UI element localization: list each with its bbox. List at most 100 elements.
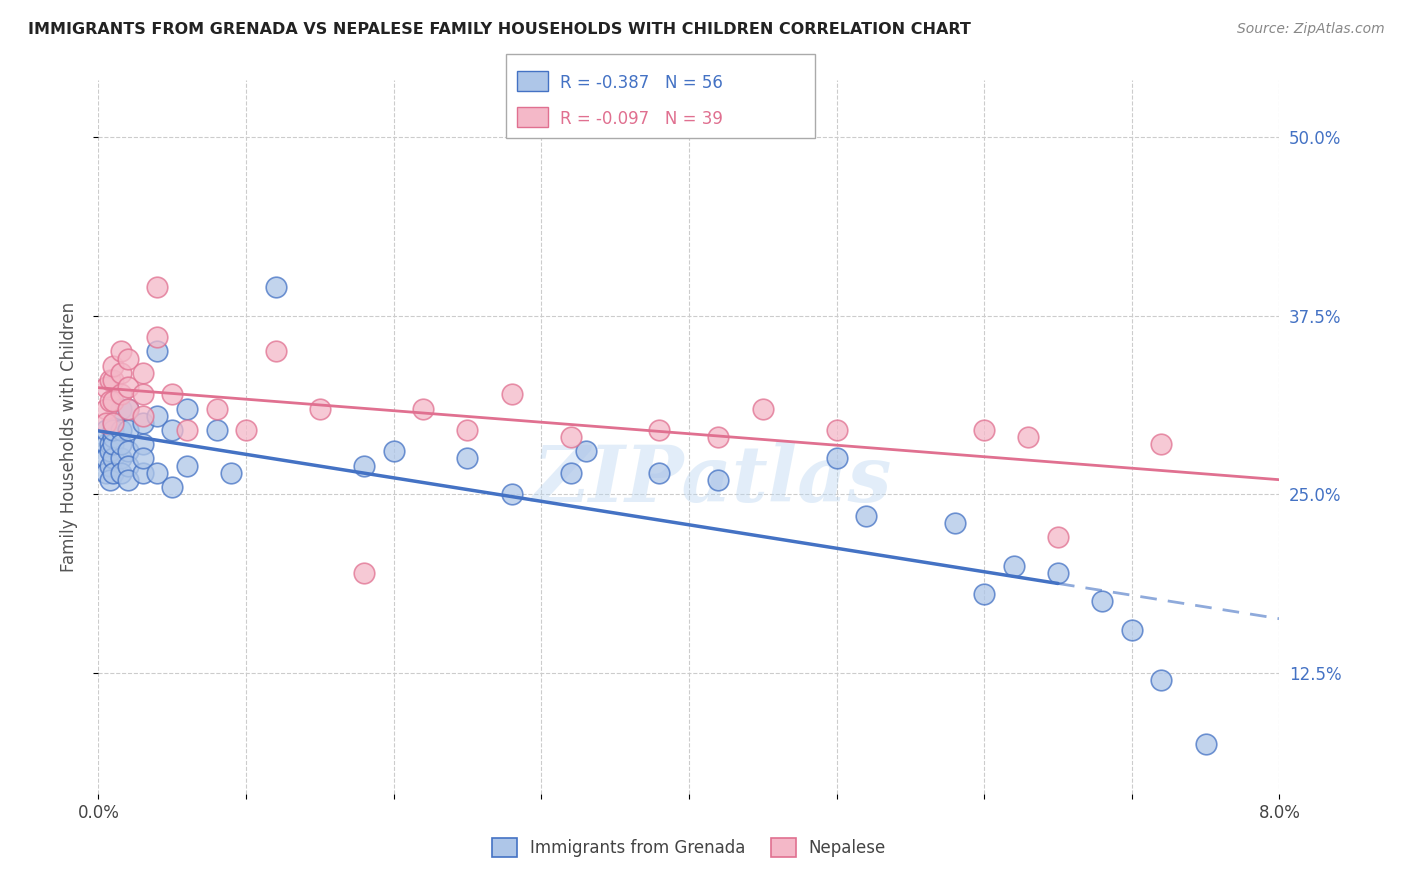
Y-axis label: Family Households with Children: Family Households with Children <box>59 302 77 572</box>
Point <box>1195 737 1218 751</box>
Point <box>205 401 228 416</box>
Point <box>1018 430 1040 444</box>
Point <box>110 387 132 401</box>
Point <box>98 373 121 387</box>
Point <box>176 458 198 473</box>
Point <box>132 451 155 466</box>
Point <box>110 437 132 451</box>
Point <box>943 516 966 530</box>
Point <box>98 437 121 451</box>
Point <box>235 423 257 437</box>
Point <box>103 466 125 480</box>
Point <box>707 473 730 487</box>
Point <box>146 409 169 423</box>
Point <box>117 458 139 473</box>
Point <box>205 423 228 437</box>
Point <box>110 401 132 416</box>
Point <box>94 451 117 466</box>
Point <box>457 423 479 437</box>
Point <box>1046 566 1070 580</box>
Point <box>103 430 125 444</box>
Point <box>117 473 139 487</box>
Point <box>146 466 169 480</box>
Point <box>146 330 169 344</box>
Point <box>110 344 132 359</box>
Point <box>973 587 995 601</box>
Point <box>94 437 117 451</box>
Point <box>973 423 995 437</box>
Point <box>1046 530 1070 544</box>
Point <box>94 416 117 430</box>
Point <box>648 466 671 480</box>
Point <box>1002 558 1025 573</box>
Point <box>94 380 117 394</box>
Text: R = -0.097   N = 39: R = -0.097 N = 39 <box>560 110 723 128</box>
Point <box>103 394 125 409</box>
Point <box>309 401 332 416</box>
Point <box>1091 594 1114 608</box>
Point <box>132 466 155 480</box>
Point <box>117 351 139 366</box>
Point <box>132 409 155 423</box>
Point <box>146 280 169 294</box>
Point <box>353 566 375 580</box>
Point <box>264 280 287 294</box>
Point <box>176 423 198 437</box>
Point <box>560 466 582 480</box>
Point <box>117 380 139 394</box>
Legend: Immigrants from Grenada, Nepalese: Immigrants from Grenada, Nepalese <box>485 831 893 864</box>
Text: R = -0.387   N = 56: R = -0.387 N = 56 <box>560 74 723 92</box>
Point <box>1150 673 1173 687</box>
Point <box>117 401 139 416</box>
Point <box>103 359 125 373</box>
Point <box>825 423 848 437</box>
Point <box>132 437 155 451</box>
Point <box>162 480 183 494</box>
Point <box>176 401 198 416</box>
Point <box>1121 623 1143 637</box>
Point <box>110 466 132 480</box>
Point <box>103 437 125 451</box>
Text: Source: ZipAtlas.com: Source: ZipAtlas.com <box>1237 22 1385 37</box>
Point <box>707 430 730 444</box>
Point <box>457 451 479 466</box>
Text: IMMIGRANTS FROM GRENADA VS NEPALESE FAMILY HOUSEHOLDS WITH CHILDREN CORRELATION : IMMIGRANTS FROM GRENADA VS NEPALESE FAMI… <box>28 22 972 37</box>
Point <box>1150 437 1173 451</box>
Point <box>752 401 775 416</box>
Point <box>162 423 183 437</box>
Point <box>98 394 121 409</box>
Point <box>648 423 671 437</box>
Point <box>98 458 121 473</box>
Point <box>103 416 125 430</box>
Point <box>132 387 155 401</box>
Point <box>132 366 155 380</box>
Point <box>117 423 139 437</box>
Point <box>94 423 117 437</box>
Point <box>110 366 132 380</box>
Point <box>94 466 117 480</box>
Point <box>103 451 125 466</box>
Point <box>98 473 121 487</box>
Point <box>94 401 117 416</box>
Point <box>103 416 125 430</box>
Point <box>110 451 132 466</box>
Point <box>560 430 582 444</box>
Point <box>575 444 598 458</box>
Point <box>264 344 287 359</box>
Point <box>117 401 139 416</box>
Point <box>110 423 132 437</box>
Point <box>221 466 243 480</box>
Point <box>103 423 125 437</box>
Point <box>162 387 183 401</box>
Point <box>98 444 121 458</box>
Point <box>146 344 169 359</box>
Point <box>501 487 523 501</box>
Point <box>412 401 434 416</box>
Point <box>825 451 848 466</box>
Text: ZIPatlas: ZIPatlas <box>533 442 893 518</box>
Point <box>501 387 523 401</box>
Point <box>382 444 405 458</box>
Point <box>353 458 375 473</box>
Point <box>855 508 877 523</box>
Point <box>103 373 125 387</box>
